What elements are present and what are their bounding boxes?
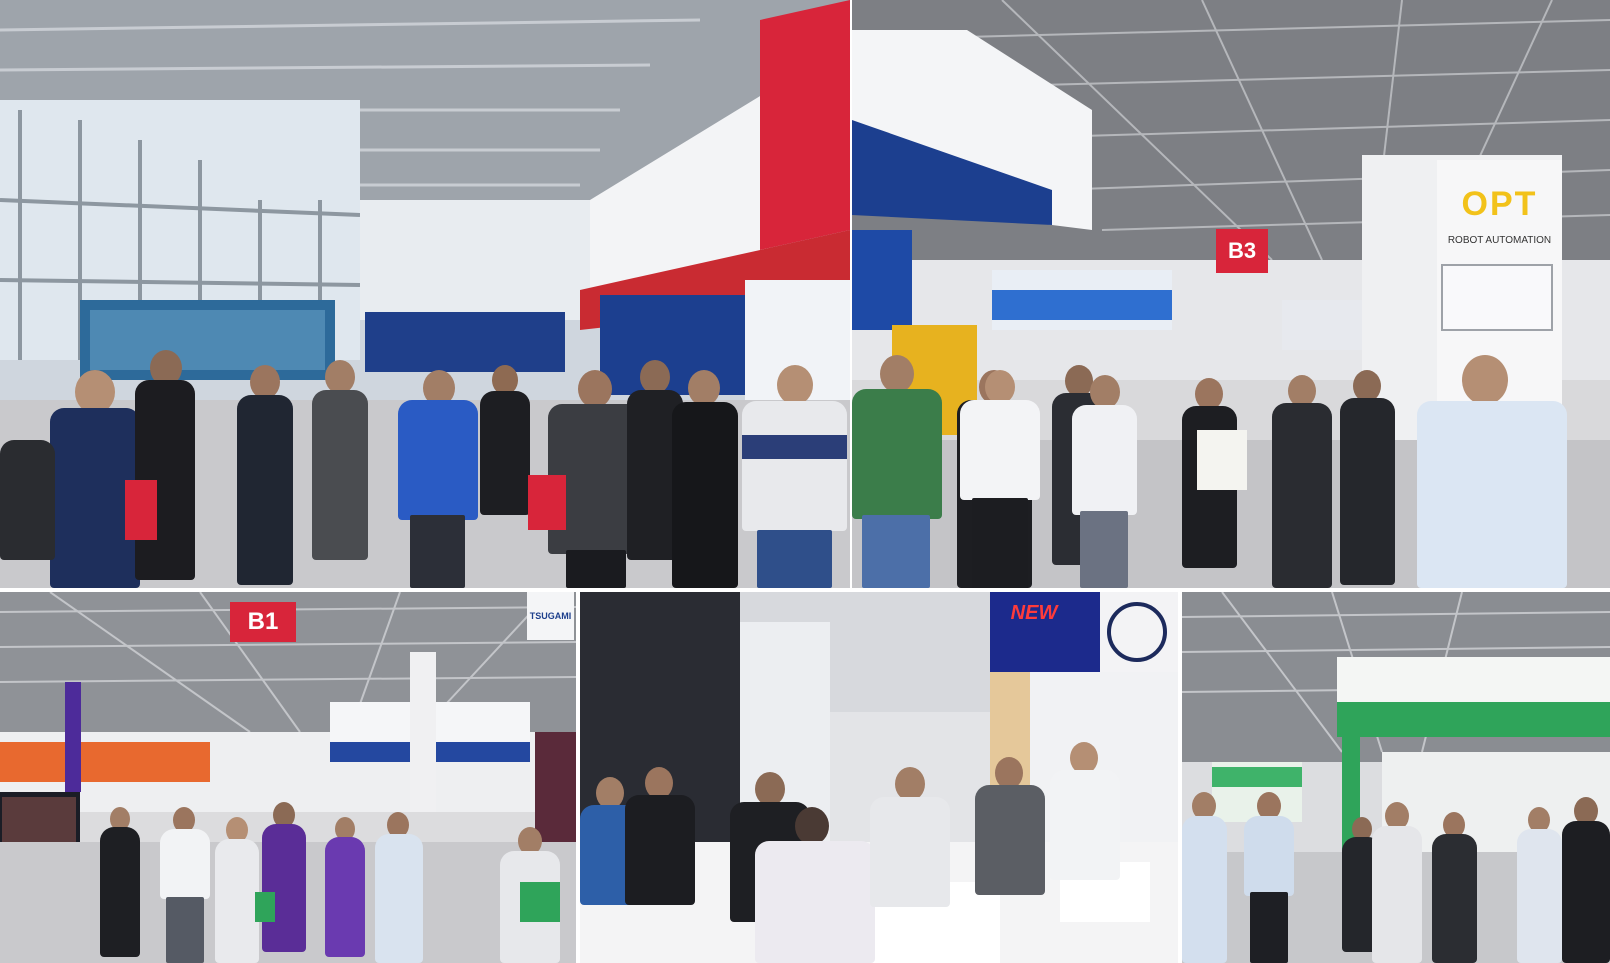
visitor	[325, 817, 365, 957]
new-brand-sign-text: NEW	[1010, 601, 1058, 624]
opt-logo-text: OPT	[1461, 184, 1538, 223]
visitor	[1372, 802, 1422, 963]
visitor	[670, 370, 740, 588]
hall-sign-b3: B3	[1216, 229, 1268, 273]
photo-exhibition-hall-b1: B1 TSUGAMI	[0, 592, 576, 963]
hall-sign-b3-label: B3	[1227, 238, 1257, 263]
visitor	[870, 767, 950, 917]
visitor	[1340, 370, 1395, 585]
visitor	[500, 827, 560, 963]
green-bag	[255, 892, 275, 922]
visitor	[100, 807, 140, 957]
hall-sign-b1-label: B1	[247, 608, 279, 635]
visitor	[40, 370, 150, 588]
visitor	[310, 360, 370, 560]
visitor	[235, 365, 295, 588]
visitor	[1072, 375, 1137, 588]
opt-tagline-text: ROBOT AUTOMATION	[1447, 234, 1552, 246]
visitor	[975, 757, 1045, 907]
visitor	[130, 350, 200, 588]
photo-exhibition-aisle-b3: B3 OPT ROBOT AUTOMATION	[852, 0, 1610, 588]
visitor	[1244, 792, 1294, 963]
visitor	[398, 370, 478, 588]
visitor	[1272, 375, 1332, 588]
visitor	[1517, 807, 1562, 963]
photo-hall-entrance	[0, 0, 850, 588]
tsugami-sign: TSUGAMI	[527, 592, 574, 640]
visitor	[1182, 792, 1227, 963]
green-bag	[520, 882, 560, 922]
visitor	[625, 767, 695, 917]
hall-entrance-scene	[0, 0, 850, 588]
visitor	[960, 370, 1040, 588]
visitor	[1562, 797, 1610, 963]
hall-sign-b1: B1	[230, 602, 296, 642]
opt-logo: OPT	[1437, 180, 1562, 228]
new-brand-sign: NEW	[994, 600, 1074, 626]
visitor	[852, 355, 942, 588]
visitor	[215, 817, 259, 963]
visitor	[742, 365, 847, 588]
opt-tagline: ROBOT AUTOMATION	[1437, 232, 1562, 248]
photo-green-booth-aisle	[1182, 592, 1610, 963]
visitor	[1050, 742, 1120, 892]
visitor	[1417, 355, 1567, 588]
visitor	[0, 420, 60, 588]
visitor	[375, 812, 423, 963]
visitor	[160, 807, 210, 963]
visitor	[480, 365, 530, 515]
photo-booth-negotiation: NEW	[580, 592, 1178, 963]
red-bag	[125, 480, 157, 540]
red-bag	[528, 475, 566, 530]
visitor	[262, 802, 306, 952]
visitor	[755, 807, 875, 963]
visitor	[1432, 812, 1477, 963]
tote-bag	[1197, 430, 1247, 490]
tsugami-sign-text: TSUGAMI	[529, 611, 572, 621]
